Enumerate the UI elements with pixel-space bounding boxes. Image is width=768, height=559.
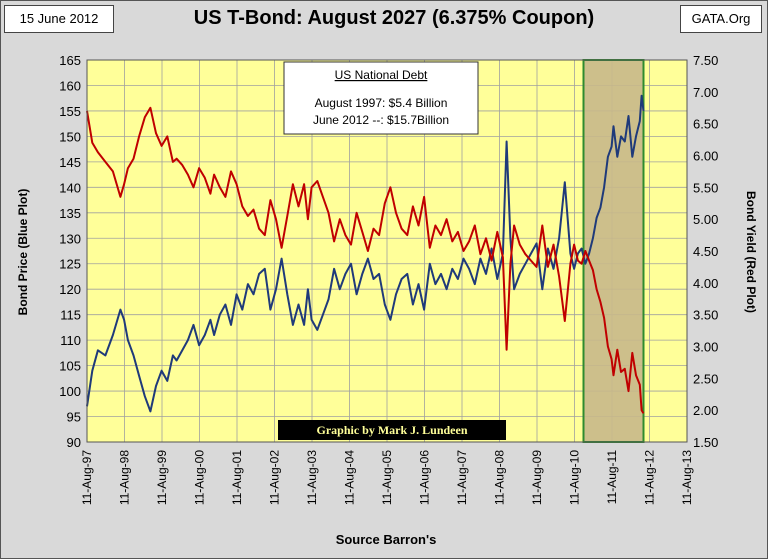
y-tick-left: 160 (59, 78, 81, 93)
y-tick-left: 105 (59, 359, 81, 374)
y-tick-left: 120 (59, 282, 81, 297)
annotation-line-1: August 1997: $5.4 Billion (315, 96, 448, 110)
y-tick-right: 5.50 (693, 180, 718, 195)
chart-title: US T-Bond: August 2027 (6.375% Coupon) (193, 7, 595, 29)
y-tick-left: 100 (59, 384, 81, 399)
y-tick-right: 7.00 (693, 85, 718, 100)
y-tick-left: 125 (59, 257, 81, 272)
y-tick-left: 130 (59, 231, 81, 246)
credit-box (278, 420, 506, 440)
y-tick-right: 6.50 (693, 117, 718, 132)
y-tick-left: 155 (59, 104, 81, 119)
y-tick-right: 3.50 (693, 308, 718, 323)
x-tick-label: 11-Aug-11 (605, 450, 619, 505)
x-tick-label: 11-Aug-03 (305, 450, 319, 505)
y-axis-left: 90 95 100 105 110 115 120 125 130 135 140 145 150 155… (59, 53, 81, 450)
x-tick-label: 11-Aug-04 (343, 450, 357, 505)
annotation-box (283, 61, 479, 135)
x-tick-label: 11-Aug-02 (268, 450, 282, 505)
y-tick-left: 165 (59, 53, 81, 68)
y-tick-right: 1.50 (693, 435, 718, 450)
y-tick-right: 7.50 (693, 53, 718, 68)
annotation-line-2: June 2012 --: $15.7Billion (313, 113, 449, 127)
debt-annotation: US National Debt August 1997: $5.4 Billi… (283, 61, 479, 135)
y-tick-left: 150 (59, 129, 81, 144)
source-tag: GATA.Org (680, 5, 762, 33)
y-tick-left: 135 (59, 206, 81, 221)
x-tick-label: 11-Aug-00 (193, 450, 207, 505)
x-tick-label: 11-Aug-08 (493, 450, 507, 505)
credit-badge: Graphic by Mark J. Lundeen (278, 420, 506, 440)
y-tick-right: 4.00 (693, 276, 718, 291)
plot-border (86, 59, 688, 443)
credit-text: Graphic by Mark J. Lundeen (316, 423, 467, 437)
y-tick-right: 4.50 (693, 244, 718, 259)
y-axis-right: 1.50 2.00 2.50 3.00 3.50 4.00 4.50 5.00 5.50 6.00… (693, 53, 718, 450)
x-tick-label: 11-Aug-99 (155, 450, 169, 505)
y-tick-left: 115 (60, 308, 81, 323)
series-lines (86, 94, 645, 414)
x-tick-label: 11-Aug-05 (380, 450, 394, 505)
y-tick-left: 110 (60, 333, 81, 348)
x-tick-label: 11-Aug-07 (455, 450, 469, 505)
x-tick-label: 11-Aug-13 (680, 450, 694, 505)
x-axis-label: Source Barron's (336, 532, 437, 547)
bond-yield-line (86, 106, 645, 414)
x-tick-label: 11-Aug-10 (568, 450, 582, 505)
x-tick-label: 11-Aug-01 (230, 450, 244, 505)
highlight-region (582, 59, 645, 443)
x-tick-label: 11-Aug-12 (643, 450, 657, 505)
x-tick-label: 11-Aug-98 (118, 450, 132, 505)
y-tick-right: 3.00 (693, 340, 718, 355)
y-axis-right-label: Bond Yield (Red Plot) (744, 191, 758, 313)
y-tick-left: 140 (59, 180, 81, 195)
x-axis: 11-Aug-97 11-Aug-98 11-Aug-99 11-Aug-00 11-A… (80, 450, 694, 505)
y-tick-left: 90 (67, 435, 81, 450)
x-tick-label: 11-Aug-09 (530, 450, 544, 505)
x-tick-label: 11-Aug-97 (80, 450, 94, 505)
date-label: 15 June 2012 (4, 5, 114, 33)
bond-price-line (86, 94, 645, 413)
y-tick-right: 5.00 (693, 212, 718, 227)
y-tick-right: 2.50 (693, 371, 718, 386)
y-tick-right: 6.00 (693, 149, 718, 164)
annotation-heading: US National Debt (335, 68, 428, 82)
x-tick-label: 11-Aug-06 (418, 450, 432, 505)
y-axis-left-label: Bond Price (Blue Plot) (16, 189, 30, 316)
y-tick-left: 95 (67, 410, 81, 425)
y-tick-left: 145 (59, 155, 81, 170)
y-tick-right: 2.00 (693, 403, 718, 418)
